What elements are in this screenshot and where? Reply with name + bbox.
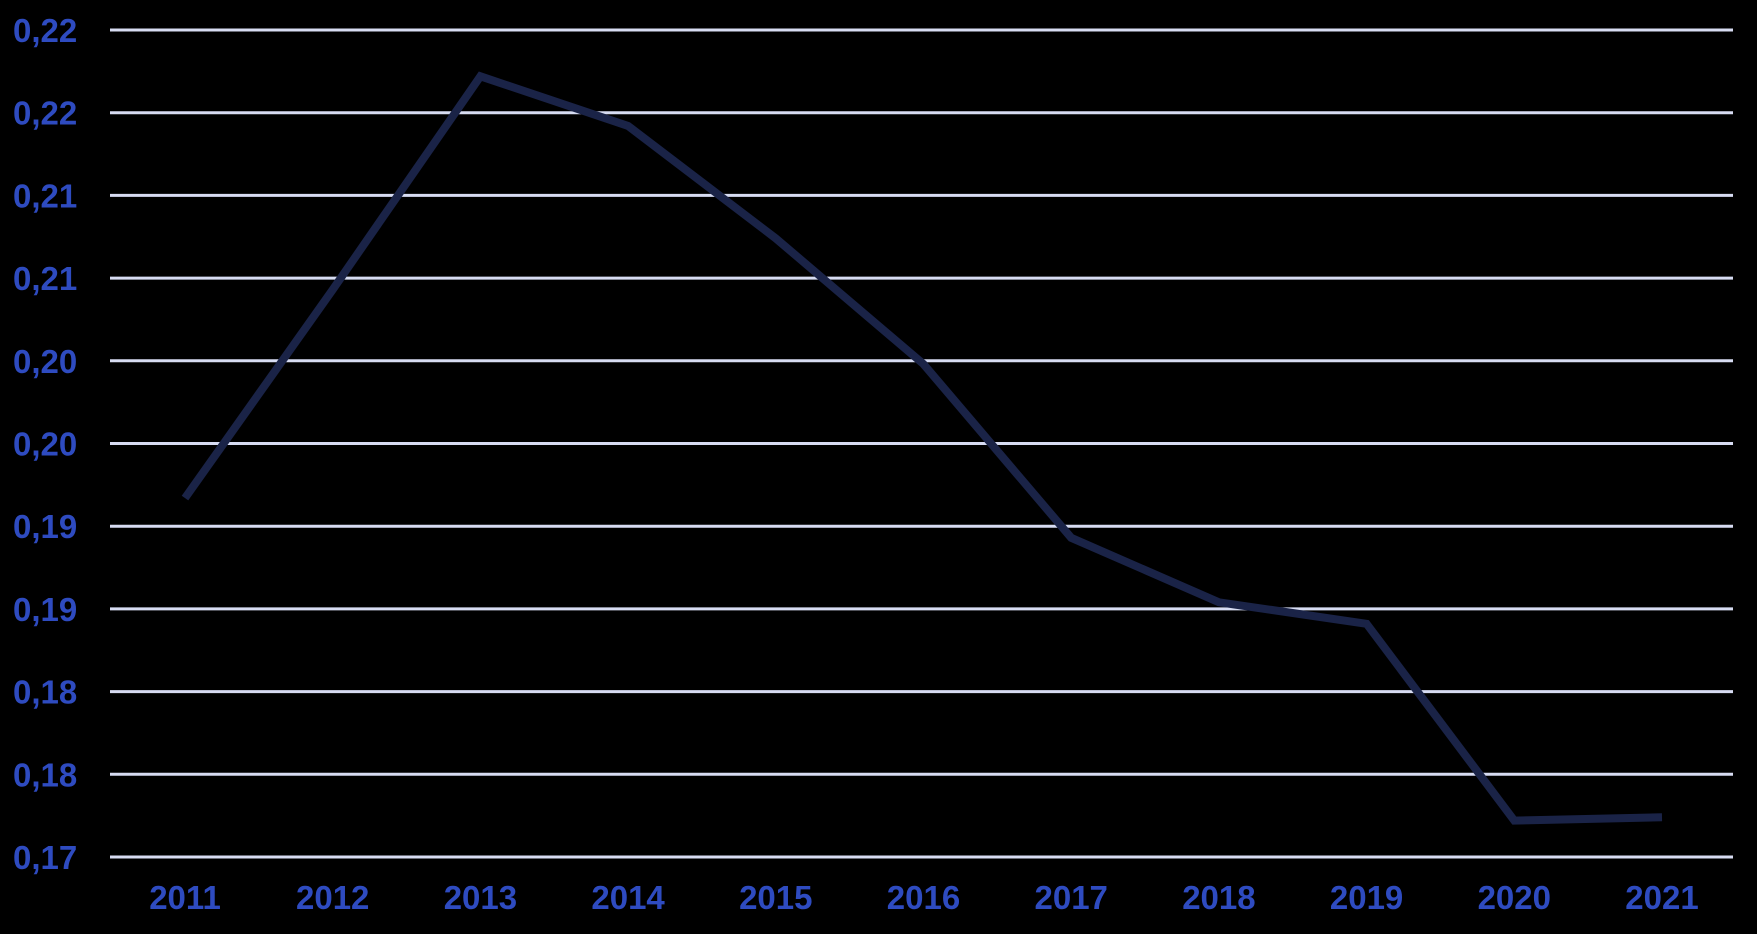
x-axis-tick-label: 2011 xyxy=(149,879,221,916)
x-axis-tick-label: 2019 xyxy=(1330,879,1403,916)
y-axis-tick-label: 0,18 xyxy=(13,756,77,793)
y-axis-tick-label: 0,22 xyxy=(13,12,77,49)
x-axis-tick-label: 2018 xyxy=(1182,879,1255,916)
x-axis-tick-label: 2020 xyxy=(1478,879,1551,916)
y-axis-tick-label: 0,21 xyxy=(13,177,77,214)
y-axis-tick-label: 0,19 xyxy=(13,591,77,628)
y-axis-tick-label: 0,19 xyxy=(13,508,77,545)
x-axis-tick-label: 2016 xyxy=(887,879,960,916)
x-axis-tick-label: 2013 xyxy=(444,879,517,916)
y-axis-tick-label: 0,18 xyxy=(13,674,77,711)
y-axis-tick-label: 0,22 xyxy=(13,95,77,132)
x-axis-tick-label: 2012 xyxy=(296,879,369,916)
y-axis-tick-label: 0,17 xyxy=(13,839,77,876)
y-axis-tick-label: 0,21 xyxy=(13,260,77,297)
x-axis-tick-label: 2015 xyxy=(739,879,812,916)
x-axis-tick-label: 2021 xyxy=(1625,879,1698,916)
x-axis-tick-label: 2014 xyxy=(591,879,665,916)
y-axis-tick-label: 0,20 xyxy=(13,343,77,380)
data-line-series xyxy=(181,71,1663,825)
x-axis-tick-label: 2017 xyxy=(1034,879,1107,916)
y-axis-tick-label: 0,20 xyxy=(13,426,77,463)
